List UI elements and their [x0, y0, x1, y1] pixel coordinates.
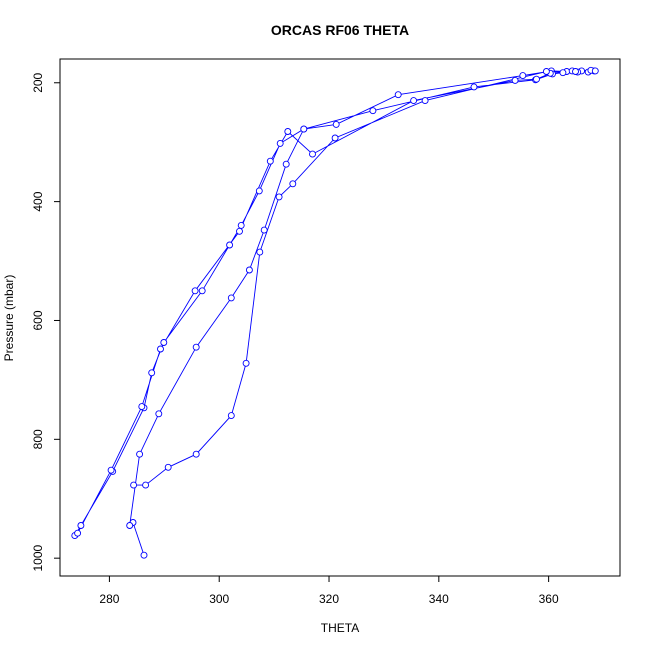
y-axis: 200 400 600 800 1000	[31, 72, 60, 572]
data-point	[300, 125, 308, 133]
data-point	[142, 481, 150, 489]
y-tick-label: 600	[31, 310, 45, 330]
data-point	[332, 120, 340, 128]
y-axis-label: Pressure (mbar)	[2, 275, 16, 362]
data-point	[410, 97, 418, 105]
x-tick-label: 280	[99, 592, 119, 606]
data-point	[275, 193, 283, 201]
data-point	[227, 294, 235, 302]
data-point	[138, 403, 146, 411]
data-point	[394, 91, 402, 99]
data-point	[155, 410, 163, 418]
data-point	[511, 76, 519, 84]
data-point	[421, 97, 429, 105]
data-point	[198, 287, 206, 295]
x-axis: 280 300 320 340 360	[99, 576, 559, 606]
series-line	[74, 69, 596, 556]
data-point	[107, 466, 115, 474]
data-point	[227, 412, 235, 420]
x-tick-label: 340	[429, 592, 449, 606]
data-point	[245, 266, 253, 274]
data-point	[160, 339, 168, 346]
data-point	[255, 187, 263, 195]
data-point	[542, 68, 550, 75]
data-point	[237, 221, 245, 229]
data-point	[192, 343, 200, 351]
data-point	[164, 463, 172, 471]
data-point	[256, 248, 264, 256]
data-point	[572, 68, 579, 75]
y-tick-label: 800	[31, 429, 45, 449]
plot-frame	[59, 58, 621, 577]
data-point	[140, 551, 148, 559]
data-point	[289, 180, 297, 188]
data-point	[309, 150, 316, 158]
data-point	[136, 450, 144, 458]
data-point	[236, 227, 243, 235]
data-point	[148, 369, 156, 377]
data-point	[77, 522, 85, 529]
data-point	[191, 287, 199, 295]
data-point	[226, 241, 234, 249]
x-tick-label: 300	[209, 592, 229, 606]
x-tick-label: 320	[319, 592, 339, 606]
data-point	[591, 67, 599, 75]
data-point	[519, 72, 527, 80]
data-point	[260, 226, 268, 234]
data-point	[157, 345, 164, 353]
data-point	[282, 160, 290, 168]
data-point	[192, 450, 200, 458]
x-tick-label: 360	[539, 592, 559, 606]
data-point	[126, 522, 134, 529]
x-axis-label: THETA	[321, 621, 359, 635]
y-tick-label: 400	[31, 191, 45, 211]
data-point	[242, 359, 250, 367]
series-markers	[71, 66, 599, 559]
data-point	[284, 128, 292, 135]
data-point	[276, 139, 284, 147]
chart-title: ORCAS RF06 THETA	[271, 22, 409, 38]
y-tick-label: 200	[31, 72, 45, 92]
y-tick-label: 1000	[31, 545, 45, 572]
data-point	[559, 69, 567, 77]
data-point	[74, 529, 82, 537]
data-point	[130, 481, 138, 489]
data-point	[331, 134, 339, 142]
data-point	[533, 75, 540, 83]
data-point	[266, 157, 274, 165]
data-point	[369, 107, 377, 115]
data-point	[470, 83, 478, 91]
